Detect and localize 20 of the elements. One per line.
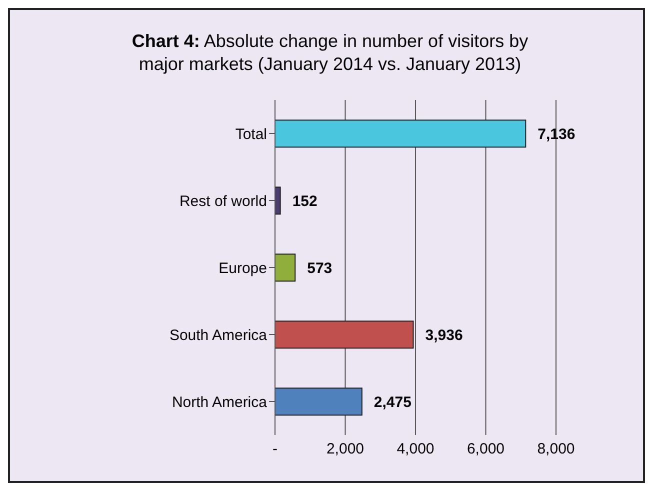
y-tick-label: Rest of world <box>179 192 267 210</box>
bar <box>275 388 362 416</box>
x-tick-label: 4,000 <box>396 440 434 458</box>
x-tick-label: 6,000 <box>466 440 505 458</box>
chart-title: Chart 4: Absolute change in number of visitors by major markets (January 2014 vs. January 2013) <box>130 30 530 76</box>
x-tick-label: 2,000 <box>326 440 364 458</box>
data-label: 573 <box>307 260 332 277</box>
data-label: 2,475 <box>374 394 412 411</box>
bar <box>275 120 526 148</box>
bar <box>275 254 296 282</box>
bar <box>275 186 281 215</box>
data-label: 3,936 <box>425 326 463 344</box>
x-tick-label: 8,000 <box>537 440 575 458</box>
x-tick-label: - <box>272 440 278 458</box>
y-tick-label: South America <box>169 326 268 344</box>
y-tick-label: Total <box>235 126 267 143</box>
y-tick-label: Europe <box>218 260 267 277</box>
data-label: 152 <box>292 192 318 210</box>
y-tick-label: North America <box>172 394 268 411</box>
bar <box>275 320 414 349</box>
